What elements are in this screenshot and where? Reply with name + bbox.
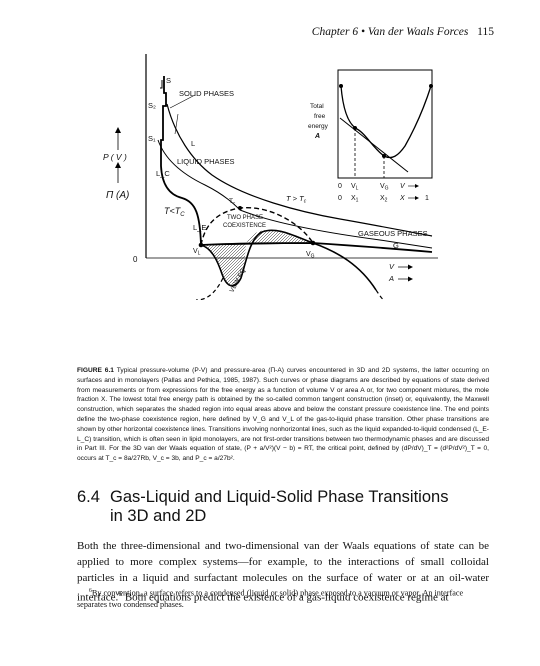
label-le: L_E — [193, 223, 206, 232]
footnote-ref[interactable]: 6 — [118, 589, 123, 598]
chapter-title: Van der Waals Forces — [367, 26, 469, 38]
solid-step-mark — [160, 80, 163, 89]
vl-label: VL — [193, 248, 201, 257]
inset-x2-x: X — [399, 195, 405, 202]
phase-diagram: 0 P ( V ) Π (A) V A S S₂ S₁ SOLID PHASES… — [103, 54, 438, 300]
label-lc: L_C — [156, 169, 170, 178]
body-paragraph: Both the three-dimensional and two-dimen… — [77, 538, 489, 606]
body-text-end: Both equations predict the existence of … — [122, 591, 449, 604]
t-less-label: T<TC — [164, 206, 185, 218]
inset-x1-v: V — [400, 183, 406, 190]
inset-ylabel-3: energy — [308, 123, 329, 130]
bullet-separator: • — [360, 26, 368, 38]
caption-label: FIGURE 6.1 — [77, 367, 114, 374]
figure-caption: FIGURE 6.1 Typical pressure-volume (P-V)… — [77, 366, 489, 464]
section-number: 6.4 — [77, 488, 100, 506]
inset-x1-zero: 0 — [338, 183, 342, 190]
coexistence-label: COEXISTENCE — [223, 223, 266, 229]
liquid-phases-label: LIQUID PHASES — [177, 157, 235, 166]
two-phase-label: TWO PHASE — [227, 215, 263, 221]
t-greater-label: T > Tc — [286, 194, 307, 205]
footnote: 6By convention, a surface refers to a co… — [77, 586, 489, 610]
gaseous-phases-label: GASEOUS PHASES — [358, 229, 428, 238]
caption-text: Typical pressure-volume (P-V) and pressu… — [77, 367, 489, 463]
inset-common-tangent — [339, 117, 409, 173]
spinodal-dash-right — [375, 289, 385, 300]
solid-pointer-line — [169, 94, 196, 109]
p-arrow-icon — [115, 127, 121, 133]
chapter-label: Chapter 6 — [311, 26, 359, 38]
section-title-line2: in 3D and 2D — [110, 507, 207, 525]
v-arrow-icon — [408, 264, 413, 270]
running-head: Chapter 6 • Van der Waals Forces 115 — [312, 26, 494, 38]
inset-tangent-point-2 — [382, 154, 386, 158]
vl-point — [198, 242, 204, 248]
a-axis-label: A — [388, 274, 394, 283]
v-axis-label: V — [389, 262, 395, 271]
page-number: 115 — [477, 26, 494, 38]
inset-end-left — [339, 84, 343, 88]
vdw-isotherm — [200, 229, 377, 291]
solid-phases-label: SOLID PHASES — [179, 89, 234, 98]
inset-v-arrow-icon — [415, 184, 419, 188]
label-s1: S₁ — [148, 134, 156, 143]
section-heading: 6.4 Gas-Liquid and Liquid-Solid Phase Tra… — [77, 488, 497, 526]
p-axis-label: P ( V ) — [103, 152, 127, 162]
spinodal-dash-left — [195, 277, 224, 300]
inset-ylabel-4: A — [314, 133, 320, 140]
a-arrow-icon — [408, 276, 413, 282]
pi-arrow-icon — [115, 162, 121, 168]
isotherm-critical — [157, 139, 433, 249]
inset-tangent-point-1 — [353, 126, 357, 130]
inset-x-arrow-icon — [415, 196, 419, 200]
body-text-main: Both the three-dimensional and two-dimen… — [77, 540, 489, 604]
inset-x1-vg: VG — [380, 183, 389, 192]
inset-x2-zero: 0 — [338, 195, 342, 202]
inset-x2-x2: X2 — [380, 195, 388, 204]
inset-ylabel-1: Total — [310, 103, 324, 110]
inset-x2-x1: X1 — [351, 195, 359, 204]
footnote-marker: 6 — [89, 588, 92, 594]
s1-pointer-line — [174, 113, 179, 135]
section-title-line1: Gas-Liquid and Liquid-Solid Phase Transi… — [110, 488, 449, 506]
critical-point — [238, 206, 242, 210]
tc-label: Tc — [229, 198, 236, 206]
maxwell-area-upper — [246, 230, 313, 244]
inset-x1-vl: VL — [351, 183, 359, 192]
label-g: G — [393, 241, 399, 250]
figure-6-1: 0 P ( V ) Π (A) V A S S₂ S₁ SOLID PHASES… — [0, 0, 540, 300]
label-s2: S₂ — [148, 101, 156, 110]
footnote-text: By convention, a surface refers to a con… — [77, 588, 464, 609]
inset-end-right — [429, 84, 433, 88]
maxwell-area-lower — [201, 244, 246, 285]
label-s: S — [166, 76, 171, 85]
pi-axis-label: Π (A) — [106, 190, 129, 201]
zero-label: 0 — [133, 255, 138, 264]
inset-free-energy: Total free energy A 0 VL VG V 0 X1 X2 X … — [308, 69, 433, 204]
inset-x2-one: 1 — [425, 195, 429, 202]
label-l: L — [191, 139, 195, 148]
vg-point — [310, 240, 316, 246]
inset-ylabel-2: free — [314, 113, 326, 120]
vg-label: VG — [306, 251, 315, 260]
isotherm-t-greater — [166, 103, 433, 237]
